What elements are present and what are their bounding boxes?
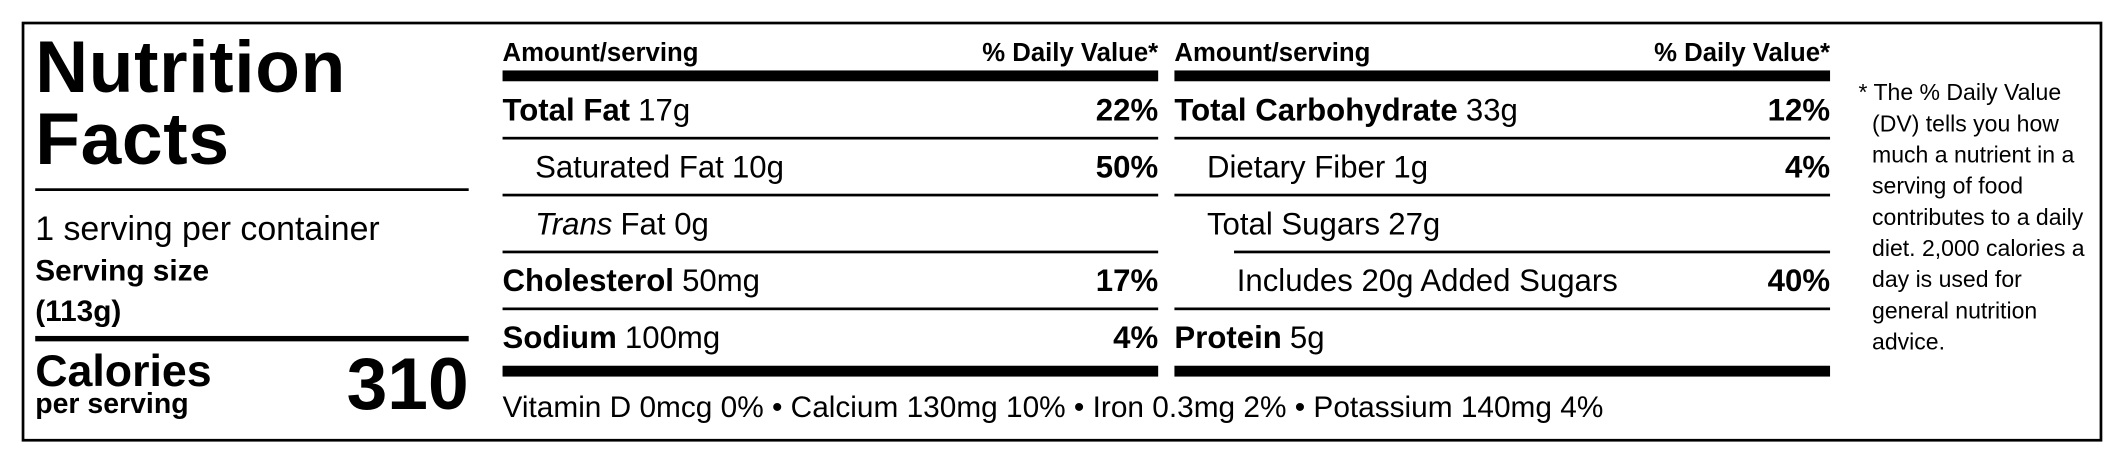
nutrient-name: Cholesterol (502, 262, 674, 298)
nutrient-name: Total Sugars (1206, 205, 1381, 241)
divider (35, 188, 469, 191)
dv-header: % Daily Value* (982, 39, 1159, 68)
nutrient-name: Dietary Fiber (1206, 148, 1386, 184)
nutrient-name: Sodium (502, 319, 617, 355)
divider (35, 335, 469, 342)
row-divider (502, 193, 1159, 197)
nutrient-name: Protein (1174, 319, 1282, 355)
frame (21, 21, 2103, 442)
row-divider (1174, 136, 1831, 140)
nutrient-amount: 5g (1289, 319, 1325, 355)
row-divider (1174, 307, 1831, 311)
nutrient-name: Total Fat (502, 91, 631, 127)
amount-header: Amount/serving (502, 39, 699, 68)
nutrient-amount: 17g (638, 91, 691, 127)
thick-bar (502, 365, 1159, 377)
nutrient-amount: 1g (1393, 148, 1429, 184)
row-divider (502, 250, 1159, 254)
calories-sublabel: per serving (35, 388, 189, 420)
thick-bar (1174, 365, 1831, 377)
nutrient-row: Protein 5g (1174, 307, 1831, 366)
servings-per-container: 1 serving per container (35, 209, 380, 248)
nutrient-row: Includes 20g Added Sugars 40% (1174, 250, 1831, 309)
serving-size-label: Serving size (35, 253, 210, 288)
title: Nutrition Facts (35, 27, 347, 181)
nutrient-row: Trans Fat 0g (502, 193, 1159, 252)
serving-size: (113g) (35, 293, 122, 328)
row-divider (502, 307, 1159, 311)
dv-header: % Daily Value* (1654, 39, 1831, 68)
nutrient-amount: Fat 0g (620, 205, 709, 241)
daily-value: 50% (1095, 148, 1159, 184)
nutrient-amount: 10g (731, 148, 784, 184)
amount-header: Amount/serving (1174, 39, 1371, 68)
row-divider (1234, 250, 1831, 254)
thick-bar (1174, 70, 1831, 82)
nutrient-row: Total Carbohydrate 33g 12% (1174, 81, 1830, 138)
nutrient-amount: 100mg (624, 319, 721, 355)
daily-value: 4% (1785, 148, 1831, 184)
thick-bar (502, 70, 1159, 82)
daily-value: 22% (1095, 91, 1159, 127)
nutrient-amount: 27g (1388, 205, 1441, 241)
nutrient-row: Saturated Fat 10g 50% (502, 136, 1159, 195)
column-header: Amount/serving % Daily Value* (502, 39, 1159, 69)
daily-value: 12% (1767, 91, 1831, 127)
nutrient-row: Total Fat 17g 22% (503, 81, 1159, 138)
nutrient-amount: 50mg (682, 262, 761, 298)
calories-label: Calories (35, 345, 212, 396)
nutrient-row: Dietary Fiber 1g 4% (1174, 136, 1831, 195)
daily-value: 4% (1113, 319, 1159, 355)
nutrient-column: Amount/serving % Daily Value* Total Fat 17g… (502, 39, 1159, 377)
vitamins: Vitamin D 0mcg 0% • Calcium 130mg 10% • … (502, 390, 1604, 424)
row-divider (1174, 193, 1831, 197)
nutrient-name: Includes 20g Added Sugars (1236, 262, 1618, 298)
row-divider (502, 136, 1159, 140)
nutrient-name: Saturated Fat (535, 148, 724, 184)
nutrient-amount: 33g (1465, 91, 1518, 127)
nutrient-row: Cholesterol 50mg 17% (502, 250, 1159, 309)
nutrient-column: Amount/serving % Daily Value* Total Carboh… (1174, 39, 1831, 377)
nutrient-name: Total Carbohydrate (1174, 91, 1458, 127)
nutrient-row: Total Sugars 27g (1174, 193, 1831, 252)
footnote: * The % Daily Value (DV) tells you how m… (1858, 79, 2085, 355)
daily-value: 40% (1767, 262, 1831, 298)
daily-value: 17% (1095, 262, 1159, 298)
column-header: Amount/serving % Daily Value* (1174, 39, 1831, 69)
nutrient-name: Trans (535, 205, 613, 241)
nutrient-row: Sodium 100mg 4% (502, 307, 1159, 366)
calories-value: 310 (346, 344, 469, 426)
